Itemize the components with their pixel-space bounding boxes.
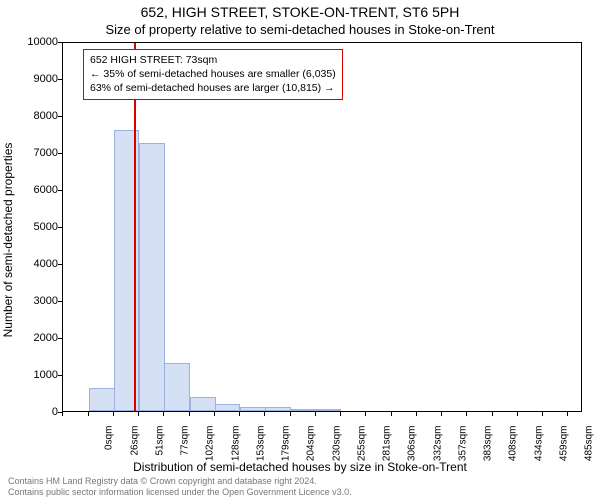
x-tick-mark <box>391 412 392 416</box>
x-tick-mark <box>416 412 417 416</box>
x-tick-label: 128sqm <box>230 426 241 476</box>
histogram-bar <box>215 404 241 411</box>
legend-box: 652 HIGH STREET: 73sqm ← 35% of semi-det… <box>83 49 343 100</box>
y-tick-label: 6000 <box>8 184 58 196</box>
x-tick-mark <box>163 412 164 416</box>
legend-line-1: 652 HIGH STREET: 73sqm <box>90 53 336 67</box>
x-tick-label: 77sqm <box>180 426 191 476</box>
histogram-bar <box>89 388 115 411</box>
footnote-line-2: Contains public sector information licen… <box>8 487 592 498</box>
x-tick-mark <box>315 412 316 416</box>
histogram-bar <box>265 407 291 411</box>
x-tick-mark <box>290 412 291 416</box>
histogram-bar <box>190 397 216 411</box>
x-tick-mark <box>214 412 215 416</box>
y-tick-label: 7000 <box>8 147 58 159</box>
x-tick-mark <box>441 412 442 416</box>
x-tick-mark <box>239 412 240 416</box>
y-tick-label: 10000 <box>8 36 58 48</box>
y-tick-mark <box>58 301 62 302</box>
footnote-line-1: Contains HM Land Registry data © Crown c… <box>8 476 592 487</box>
x-tick-label: 102sqm <box>205 426 216 476</box>
x-tick-label: 332sqm <box>432 426 443 476</box>
x-tick-mark <box>567 412 568 416</box>
legend-line-3: 63% of semi-detached houses are larger (… <box>90 81 336 95</box>
x-tick-mark <box>542 412 543 416</box>
plot-area: 652 HIGH STREET: 73sqm ← 35% of semi-det… <box>62 42 582 412</box>
y-tick-label: 5000 <box>8 221 58 233</box>
x-tick-label: 306sqm <box>407 426 418 476</box>
y-tick-mark <box>58 153 62 154</box>
y-tick-mark <box>58 338 62 339</box>
y-tick-label: 8000 <box>8 110 58 122</box>
y-tick-label: 3000 <box>8 295 58 307</box>
x-tick-label: 357sqm <box>457 426 468 476</box>
y-tick-mark <box>58 375 62 376</box>
histogram-bar <box>139 143 165 411</box>
histogram-bar <box>240 407 266 411</box>
x-tick-mark <box>138 412 139 416</box>
y-tick-mark <box>58 227 62 228</box>
x-tick-label: 26sqm <box>129 426 140 476</box>
histogram-bar <box>316 409 342 411</box>
x-tick-label: 179sqm <box>281 426 292 476</box>
x-tick-mark <box>340 412 341 416</box>
x-tick-label: 153sqm <box>255 426 266 476</box>
x-tick-label: 204sqm <box>306 426 317 476</box>
footnote: Contains HM Land Registry data © Crown c… <box>8 476 592 498</box>
x-tick-label: 459sqm <box>558 426 569 476</box>
x-tick-label: 51sqm <box>154 426 165 476</box>
y-tick-mark <box>58 116 62 117</box>
x-tick-label: 383sqm <box>483 426 494 476</box>
y-tick-label: 2000 <box>8 332 58 344</box>
x-tick-label: 485sqm <box>584 426 595 476</box>
x-tick-mark <box>264 412 265 416</box>
y-axis-label: Number of semi-detached properties <box>1 143 15 338</box>
x-tick-label: 408sqm <box>508 426 519 476</box>
x-tick-label: 0sqm <box>104 426 115 476</box>
y-tick-label: 0 <box>8 406 58 418</box>
histogram-bar <box>164 363 190 411</box>
y-tick-label: 1000 <box>8 369 58 381</box>
x-tick-mark <box>189 412 190 416</box>
histogram-bar <box>291 409 317 411</box>
x-tick-mark <box>517 412 518 416</box>
legend-line-2: ← 35% of semi-detached houses are smalle… <box>90 67 336 81</box>
y-tick-mark <box>58 264 62 265</box>
x-tick-mark <box>88 412 89 416</box>
chart-title-line2: Size of property relative to semi-detach… <box>0 22 600 37</box>
x-tick-mark <box>365 412 366 416</box>
x-tick-mark <box>62 412 63 416</box>
x-tick-mark <box>466 412 467 416</box>
y-tick-label: 4000 <box>8 258 58 270</box>
x-tick-label: 255sqm <box>356 426 367 476</box>
y-tick-label: 9000 <box>8 73 58 85</box>
x-tick-label: 281sqm <box>382 426 393 476</box>
x-tick-mark <box>113 412 114 416</box>
y-tick-mark <box>58 42 62 43</box>
y-tick-mark <box>58 79 62 80</box>
y-tick-mark <box>58 190 62 191</box>
chart-title-line1: 652, HIGH STREET, STOKE-ON-TRENT, ST6 5P… <box>0 4 600 20</box>
x-tick-label: 434sqm <box>533 426 544 476</box>
x-tick-label: 230sqm <box>331 426 342 476</box>
chart-container: 652, HIGH STREET, STOKE-ON-TRENT, ST6 5P… <box>0 0 600 500</box>
x-tick-mark <box>492 412 493 416</box>
